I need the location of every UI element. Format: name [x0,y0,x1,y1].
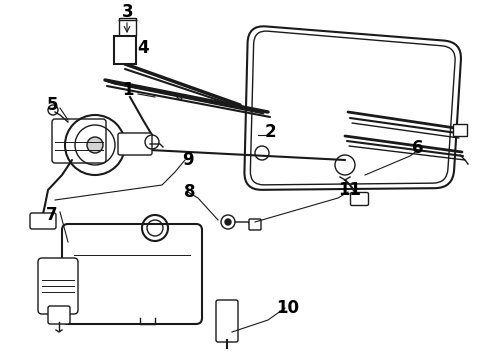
FancyBboxPatch shape [118,133,152,155]
FancyBboxPatch shape [30,213,56,229]
Bar [114,36,136,64]
Text: 11: 11 [339,181,362,199]
Circle shape [87,137,103,153]
FancyBboxPatch shape [62,224,202,324]
FancyBboxPatch shape [249,219,261,230]
Text: 6: 6 [412,139,424,157]
Text: 1: 1 [122,81,134,99]
Text: 9: 9 [182,151,194,169]
Text: 8: 8 [184,183,196,201]
Text: 4: 4 [137,39,149,57]
FancyBboxPatch shape [216,300,238,342]
Text: 3: 3 [122,3,134,21]
FancyBboxPatch shape [350,193,368,206]
Text: 5: 5 [46,96,58,114]
Text: 10: 10 [276,299,299,317]
Text: 7: 7 [46,206,58,224]
Text: 2: 2 [264,123,276,141]
Bar [453,124,467,136]
FancyBboxPatch shape [52,119,106,163]
FancyBboxPatch shape [48,306,70,324]
FancyBboxPatch shape [38,258,78,314]
Circle shape [225,219,231,225]
